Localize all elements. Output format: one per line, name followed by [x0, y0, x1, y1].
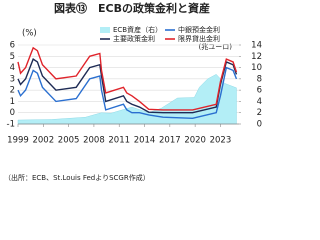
legend-label: 限界貸出金利	[178, 34, 220, 43]
y2-tick-label: 12	[251, 52, 262, 62]
y2-axis-label: (兆ユーロ)	[199, 42, 233, 51]
line	[17, 46, 238, 111]
y2-tick-label: 10	[251, 63, 262, 73]
y2-tick-label: 6	[257, 86, 262, 96]
y2-tick-label: 14	[251, 41, 262, 51]
legend-label: 中銀預金金利	[178, 25, 220, 34]
y-tick-label: 5	[10, 52, 15, 62]
x-tick-label: 2017	[159, 136, 181, 146]
x-tick-label: 2005	[58, 136, 80, 146]
legend-swatch	[100, 27, 110, 33]
x-tick-label: 2002	[32, 136, 54, 146]
chart-title: 図表⑬ ECBの政策金利と資産	[54, 1, 210, 15]
y-tick-label: 2	[10, 86, 15, 96]
y-tick-label: 6	[10, 41, 15, 51]
y-tick-label: 4	[10, 63, 15, 73]
y2-tick-label: 2	[257, 108, 262, 118]
x-tick-label: 1999	[7, 136, 29, 146]
y2-tick-label: 0	[257, 120, 262, 130]
y-axis-label: (%)	[22, 29, 37, 39]
x-tick-label: 2014	[134, 136, 156, 146]
legend-label: ECB資産（右）	[113, 25, 162, 34]
legend-label: 主要政策金利	[113, 34, 155, 43]
source-note: （出所：ECB、St.Louis FedよりSCGR作成）	[4, 173, 150, 182]
y2-tick-label: 8	[257, 74, 262, 84]
y2-tick-label: 4	[257, 97, 262, 107]
chart: 図表⑬ ECBの政策金利と資産 (%) (兆ユーロ) （出所：ECB、St.Lo…	[4, 1, 262, 182]
y-tick-label: 0	[10, 108, 15, 118]
area	[17, 74, 237, 125]
y-tick-label: 1	[10, 97, 15, 107]
line	[17, 66, 238, 120]
x-tick-label: 2023	[210, 136, 232, 146]
y-tick-label: -1	[7, 120, 15, 130]
grid	[18, 44, 239, 125]
x-tick-label: 2008	[83, 136, 105, 146]
x-tick-label: 2020	[184, 136, 206, 146]
plot	[17, 46, 238, 125]
y-tick-label: 3	[10, 74, 15, 84]
x-tick-label: 2011	[108, 136, 130, 146]
